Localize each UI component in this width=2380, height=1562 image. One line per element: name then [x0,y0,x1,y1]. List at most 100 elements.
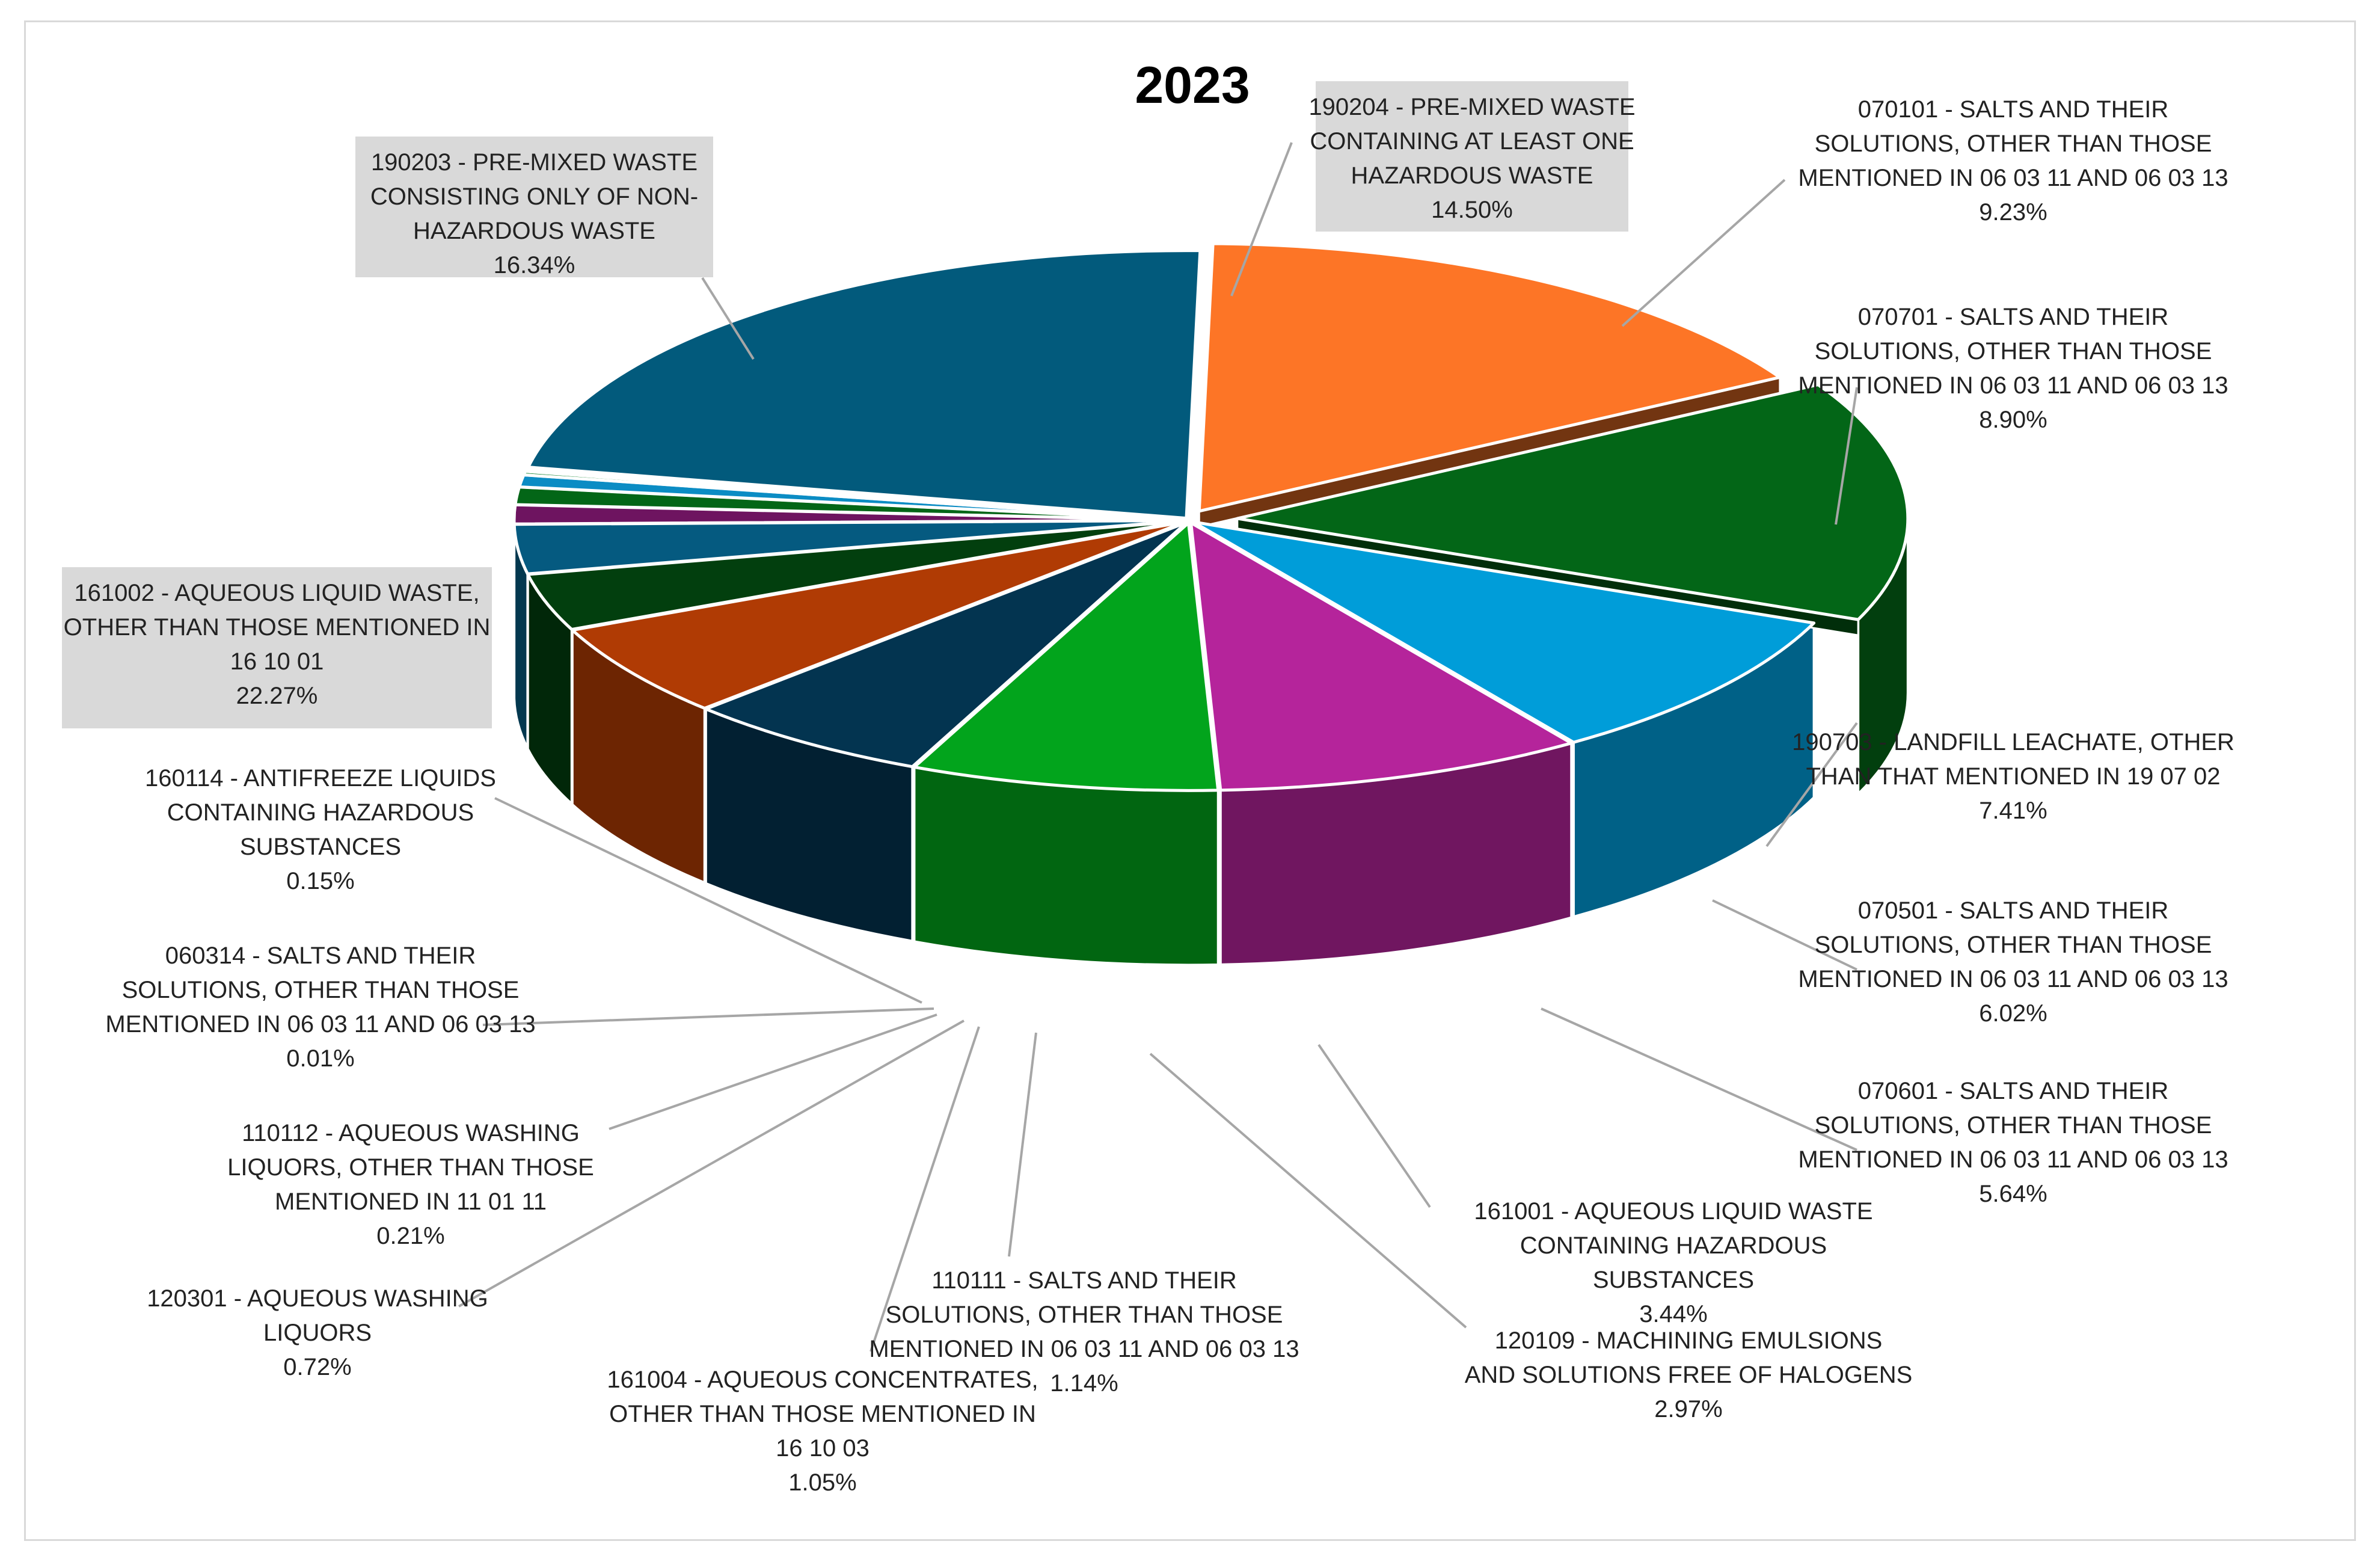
label-box-14 [62,567,492,728]
slice-labels: 190204 - PRE-MIXED WASTE CONTAINING AT LE… [62,81,2234,1496]
leader-lines [458,142,1858,1352]
slice-label-line: CONTAINING AT LEAST ONE [1310,128,1634,155]
slice-label-line: 161002 - AQUEOUS LIQUID WASTE, [74,580,479,606]
slice-label-line: 7.41% [1979,798,2047,824]
slice-label-12: 060314 - SALTS AND THEIR SOLUTIONS, OTHER… [105,942,535,1072]
leader-line-2 [1835,387,1858,525]
slice-label-10: 120301 - AQUEOUS WASHING LIQUORS 0.72% [147,1285,488,1380]
slice-label-line: HAZARDOUS WASTE [413,218,655,244]
slice-label-line: SOLUTIONS, OTHER THAN THOSE [122,977,520,1003]
slice-label-line: 0.15% [286,868,354,894]
slice-label-line: 070501 - SALTS AND THEIR [1858,897,2169,924]
slice-label-line: CONTAINING HAZARDOUS [1520,1232,1827,1259]
slice-label-line: MENTIONED IN 11 01 11 [275,1188,547,1215]
slice-label-line: 9.23% [1979,199,2047,226]
slice-label-line: THAN THAT MENTIONED IN 19 07 02 [1806,763,2220,790]
slice-label-line: 0.01% [286,1045,354,1072]
leader-line-13 [494,797,922,1004]
slice-label-line: MENTIONED IN 06 03 11 AND 06 03 13 [1798,1146,2228,1173]
slice-label-line: 190203 - PRE-MIXED WASTE [371,149,698,176]
leader-line-8 [1008,1032,1037,1257]
slice-label-line: 14.50% [1431,197,1513,223]
slice-label-4: 070501 - SALTS AND THEIR SOLUTIONS, OTHER… [1798,897,2228,1027]
chart-title: 2023 [1135,57,1250,114]
slice-label-15: 190203 - PRE-MIXED WASTE CONSISTING ONLY … [370,149,698,278]
slice-label-line: 160114 - ANTIFREEZE LIQUIDS [145,765,496,792]
slice-label-line: LIQUORS, OTHER THAN THOSE [227,1154,594,1181]
slice-label-line: MENTIONED IN 06 03 11 AND 06 03 13 [105,1011,535,1038]
slice-label-line: 120109 - MACHINING EMULSIONS [1495,1327,1883,1354]
slice-label-11: 110112 - AQUEOUS WASHING LIQUORS, OTHER T… [227,1120,594,1249]
slice-label-line: 110111 - SALTS AND THEIR [931,1267,1237,1294]
label-box-15 [355,137,713,277]
slice-label-line: 120301 - AQUEOUS WASHING [147,1285,488,1312]
slice-label-2: 070701 - SALTS AND THEIR SOLUTIONS, OTHER… [1798,304,2228,433]
slice-label-line: 161004 - AQUEOUS CONCENTRATES, [607,1367,1038,1393]
slice-label-8: 110111 - SALTS AND THEIR SOLUTIONS, OTHER… [869,1267,1299,1397]
slice-label-line: 0.72% [283,1354,351,1380]
slice-label-line: 5.64% [1979,1181,2047,1207]
pie-slice-15 [1197,242,1782,513]
slice-label-line: HAZARDOUS WASTE [1351,162,1593,189]
slice-label-line: 8.90% [1979,407,2047,433]
slice-label-9: 161004 - AQUEOUS CONCENTRATES, OTHER THAN… [607,1367,1038,1496]
slice-label-line: 3.44% [1639,1301,1707,1327]
pie-chart: 190204 - PRE-MIXED WASTE CONTAINING AT LE… [62,57,2234,1496]
slice-label-line: 16.34% [494,252,575,278]
slice-label-7: 120109 - MACHINING EMULSIONS AND SOLUTION… [1465,1327,1913,1422]
slice-label-line: 070101 - SALTS AND THEIR [1858,96,2169,123]
slice-label-5: 070601 - SALTS AND THEIR SOLUTIONS, OTHER… [1798,1078,2228,1207]
leader-line-3 [1765,722,1858,847]
leader-line-4 [1712,899,1857,971]
slice-label-line: SOLUTIONS, OTHER THAN THOSE [1815,131,2212,157]
chart-frame: 190204 - PRE-MIXED WASTE CONTAINING AT LE… [24,20,2356,1541]
slice-label-0: 190204 - PRE-MIXED WASTE CONTAINING AT LE… [1308,94,1635,223]
slice-label-6: 161001 - AQUEOUS LIQUID WASTE CONTAINING … [1474,1198,1872,1327]
slice-label-line: MENTIONED IN 06 03 11 AND 06 03 13 [869,1336,1299,1362]
label-box-0 [1316,81,1628,232]
leader-line-0 [1230,142,1293,297]
slice-label-line: 161001 - AQUEOUS LIQUID WASTE [1474,1198,1872,1225]
slice-label-line: AND SOLUTIONS FREE OF HALOGENS [1465,1362,1913,1388]
slice-label-1: 070101 - SALTS AND THEIR SOLUTIONS, OTHER… [1798,96,2228,226]
slice-label-line: MENTIONED IN 06 03 11 AND 06 03 13 [1798,165,2228,191]
slice-label-line: CONSISTING ONLY OF NON- [370,183,698,210]
slice-label-13: 160114 - ANTIFREEZE LIQUIDS CONTAINING HA… [145,765,496,894]
pie-slice-3 [912,521,1220,792]
pie-slice-13 [524,467,1186,521]
leader-line-6 [1317,1044,1431,1208]
slice-label-line: SOLUTIONS, OTHER THAN THOSE [1815,1112,2212,1139]
leader-line-15 [701,277,755,360]
slice-label-line: 190703 - LANDFILL LEACHATE, OTHER [1792,729,2234,755]
pie-slice-5 [571,520,1187,710]
leader-line-1 [1621,179,1786,327]
slice-label-line: MENTIONED IN 06 03 11 AND 06 03 13 [1798,966,2228,992]
slice-label-line: SUBSTANCES [1593,1267,1754,1293]
slice-label-line: OTHER THAN THOSE MENTIONED IN [609,1401,1036,1427]
slice-label-line: SOLUTIONS, OTHER THAN THOSE [1815,932,2212,958]
slice-label-line: 1.14% [1050,1370,1118,1397]
slice-label-line: 1.05% [788,1469,856,1496]
slice-label-line: 070701 - SALTS AND THEIR [1858,304,2169,330]
pie-side-3 [913,766,1219,967]
slice-label-line: CONTAINING HAZARDOUS [167,799,474,826]
slice-label-line: 2.97% [1654,1396,1722,1422]
slice-label-line: 0.21% [376,1223,444,1249]
slice-label-line: 110112 - AQUEOUS WASHING [242,1120,580,1146]
leader-line-9 [869,1026,980,1352]
leader-line-11 [609,1013,937,1130]
slice-label-line: 16 10 01 [230,648,324,675]
slice-label-line: 22.27% [236,683,318,709]
slice-label-line: SOLUTIONS, OTHER THAN THOSE [1815,338,2212,364]
slice-label-line: 070601 - SALTS AND THEIR [1858,1078,2169,1104]
leader-line-10 [458,1019,965,1308]
pie-slice-14 [526,249,1202,520]
slice-label-line: 060314 - SALTS AND THEIR [165,942,476,969]
pie-slice-2 [1189,521,1573,792]
slice-label-line: OTHER THAN THOSE MENTIONED IN [64,614,491,641]
slice-label-14: 161002 - AQUEOUS LIQUID WASTE, OTHER THAN… [64,580,491,709]
slice-label-line: 190204 - PRE-MIXED WASTE [1308,94,1635,120]
pie-slice-4 [704,521,1188,769]
slice-label-line: MENTIONED IN 06 03 11 AND 06 03 13 [1798,372,2228,399]
pie-tops [512,242,1910,792]
